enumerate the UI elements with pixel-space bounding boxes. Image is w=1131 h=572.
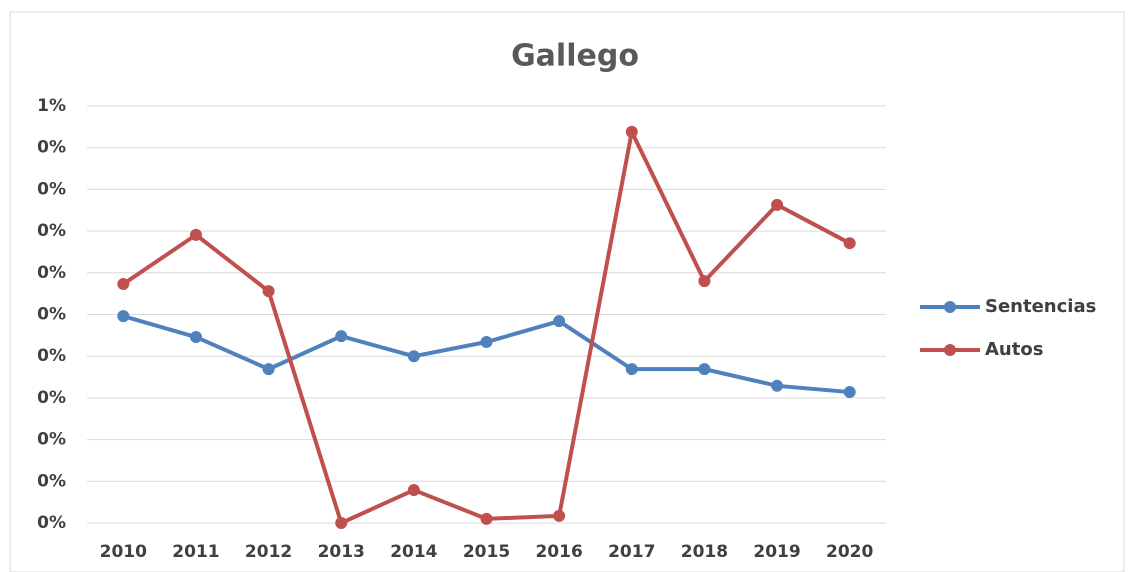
x-tick-label: 2017 [608,542,655,562]
data-point [553,315,566,328]
x-tick-label: 2019 [753,542,800,562]
data-point [189,228,202,241]
x-tick-label: 2010 [100,542,147,562]
data-point [335,330,348,343]
data-point [117,278,130,291]
x-tick-label: 2011 [172,542,219,562]
data-point [407,350,420,363]
y-tick-label: 0% [37,430,66,450]
data-point [625,363,638,376]
y-tick-label: 0% [37,305,66,325]
x-tick-label: 2015 [463,542,510,562]
data-point [843,237,856,250]
y-tick-label: 0% [37,179,66,199]
data-point [843,386,856,399]
y-tick-label: 1% [37,96,66,116]
legend-label: Autos [985,339,1043,360]
x-tick-label: 2013 [318,542,365,562]
data-point [553,509,566,522]
y-tick-label: 0% [37,221,66,241]
chart-title: Gallego [511,39,639,74]
data-point [480,336,493,349]
y-tick-label: 0% [37,346,66,366]
y-tick-label: 0% [37,471,66,491]
data-point [698,275,711,288]
data-point [407,484,420,497]
chart-frame [9,11,1125,572]
x-tick-label: 2020 [826,542,873,562]
x-tick-label: 2018 [681,542,728,562]
y-tick-label: 0% [37,263,66,283]
data-point [698,363,711,376]
data-point [262,285,275,298]
data-point [335,517,348,529]
x-tick-label: 2012 [245,542,292,562]
x-tick-label: 2014 [390,542,437,562]
y-tick-label: 0% [37,513,66,533]
y-tick-label: 0% [37,138,66,158]
data-point [625,125,638,138]
x-tick-label: 2016 [535,542,582,562]
legend-label: Sentencias [985,296,1096,317]
data-point [480,512,493,525]
data-point [771,198,784,211]
data-point [189,331,202,344]
legend-marker [944,301,956,313]
data-point [117,310,130,323]
y-tick-label: 0% [37,388,66,408]
data-point [262,363,275,376]
legend-marker [944,344,956,356]
data-point [771,379,784,392]
